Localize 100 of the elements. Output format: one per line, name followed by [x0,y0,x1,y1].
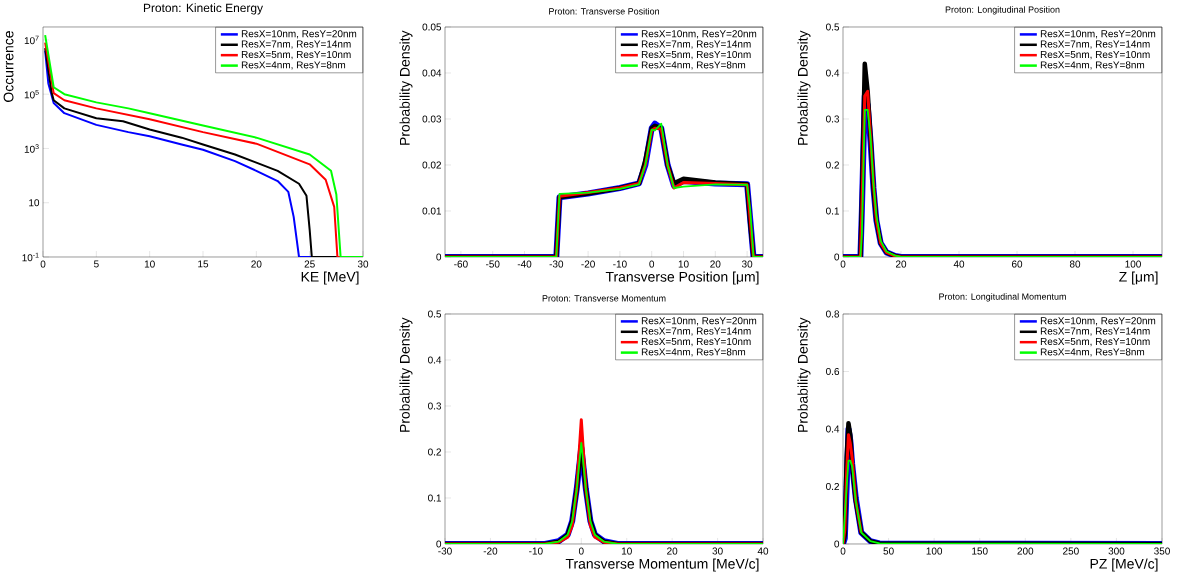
x-tick-label: 60 [1011,260,1023,268]
y-tick-label: 0.2 [428,448,441,456]
y-axis-title: Probability Density [399,30,413,145]
x-tick-label: 15 [198,260,209,268]
x-tick-label: 20 [710,260,721,268]
chart-title: Proton: Kinetic Energy [143,3,263,15]
y-tick-label: 10 [29,199,40,207]
y-tick-label: 0.03 [422,115,442,123]
x-tick-label: 200 [1017,547,1034,555]
x-tick-label: 20 [667,547,678,555]
x-tick-label: 10 [621,547,632,555]
legend-label: ResX=10nm, ResY=20nm [1040,30,1156,39]
x-tick-label: 30 [741,260,753,268]
y-tick-label: 0.04 [422,69,442,77]
x-tick-label: 150 [972,547,988,555]
y-tick-label: 0.2 [826,482,839,491]
y-axis-title: Probability Density [797,30,811,145]
legend-label: ResX=5nm, ResY=10nm [641,50,751,60]
x-tick-label: 0 [40,260,46,268]
x-axis-title: Z [μm] [1119,271,1158,285]
y-tick-label: 0.5 [826,23,840,31]
legend-label: ResX=5nm, ResY=10nm [1040,337,1150,347]
y-tick-label: 0.8 [826,310,840,318]
legend-label: ResX=7nm, ResY=14nm [641,40,751,49]
legend-label: ResX=7nm, ResY=14nm [641,327,751,336]
legend-label: ResX=10nm, ResY=20nm [641,30,757,39]
y-tick-label: 10$^{3}$ [24,144,39,153]
x-tick-label: -40 [517,260,532,268]
x-tick-label: 40 [953,260,965,268]
y-tick-label: 0.6 [826,367,840,376]
y-tick-label: 0.05 [422,23,442,31]
x-tick-label: 0 [649,260,655,268]
y-tick-label: 0.4 [826,69,840,77]
x-tick-label: 10 [678,260,689,268]
x-tick-label: -30 [549,260,564,268]
y-tick-label: 0 [436,540,442,548]
legend-label: ResX=7nm, ResY=14nm [1040,327,1150,336]
x-tick-label: -20 [581,260,595,268]
chart-title: Proton: Transverse Position [549,7,659,15]
x-tick-label: -30 [438,547,452,555]
y-tick-label: 0.02 [422,161,441,169]
legend-label: ResX=5nm, ResY=10nm [641,337,751,347]
x-tick-label: -20 [483,547,498,555]
x-tick-label: -60 [454,260,468,268]
y-tick-label: 10$^{7}$ [24,35,39,45]
legend-label: ResX=5nm, ResY=10nm [1040,50,1150,60]
y-tick-label: 0.4 [428,356,442,364]
y-tick-label: 0 [834,540,840,548]
x-tick-label: -10 [529,547,543,555]
legend-label: ResX=4nm, ResY=8nm [1040,348,1145,357]
x-tick-label: 25 [304,260,315,268]
chart-title: Proton: Longitudinal Position [945,6,1060,15]
x-tick-label: 100 [1125,260,1141,268]
x-axis-title: KE [MeV] [301,271,359,285]
legend-label: ResX=10nm, ResY=20nm [241,30,357,39]
y-axis-title: Probability Density [797,317,811,432]
x-tick-label: 0 [840,547,846,555]
legend-label: ResX=4nm, ResY=8nm [241,61,346,70]
y-tick-label: 10$^{5}$ [24,89,39,99]
legend-label: ResX=4nm, ResY=8nm [641,61,746,70]
x-tick-label: 50 [883,547,894,555]
x-tick-label: 100 [926,547,943,555]
x-axis-title: Transverse Momentum [MeV/c] [565,558,759,572]
x-axis-title: PZ [MeV/c] [1090,558,1158,572]
x-tick-label: 20 [895,260,907,268]
y-tick-label: 10$^{-1}$ [22,252,39,262]
y-axis-title: Probability Density [399,317,413,432]
x-tick-label: 80 [1069,260,1081,268]
y-tick-label: 0.2 [826,161,839,169]
x-tick-label: 250 [1063,547,1079,555]
x-tick-label: -50 [485,260,500,268]
y-axis-title: Occurrence [3,31,14,102]
x-tick-label: 30 [357,260,369,268]
legend-label: ResX=4nm, ResY=8nm [1040,61,1145,70]
legend-label: ResX=4nm, ResY=8nm [641,348,746,357]
y-tick-label: 0 [436,253,442,261]
x-tick-label: 350 [1154,547,1170,555]
x-tick-label: 30 [712,547,723,555]
x-tick-label: 0 [840,260,846,268]
y-tick-label: 0.1 [428,494,442,502]
x-tick-label: 300 [1108,547,1125,555]
y-tick-label: 0.01 [422,207,442,215]
x-tick-label: 40 [757,547,769,555]
y-tick-label: 0.1 [826,207,840,215]
chart-title: Proton: Longitudinal Momentum [939,293,1066,302]
legend-label: ResX=10nm, ResY=20nm [1040,317,1156,326]
x-tick-label: 5 [93,260,99,268]
y-tick-label: 0.5 [428,310,442,318]
x-tick-label: -10 [613,260,627,268]
x-axis-title: Transverse Position [μm] [605,271,759,285]
legend-label: ResX=5nm, ResY=10nm [241,50,351,60]
legend-label: ResX=7nm, ResY=14nm [241,40,351,49]
y-tick-label: 0.3 [826,115,840,123]
legend-label: ResX=7nm, ResY=14nm [1040,40,1150,49]
y-tick-label: 0 [834,253,840,261]
x-tick-label: 0 [578,547,584,555]
y-tick-label: 0.3 [428,402,442,410]
legend-label: ResX=10nm, ResY=20nm [641,317,757,326]
x-tick-label: 20 [251,260,262,268]
y-tick-label: 0.4 [826,425,840,433]
